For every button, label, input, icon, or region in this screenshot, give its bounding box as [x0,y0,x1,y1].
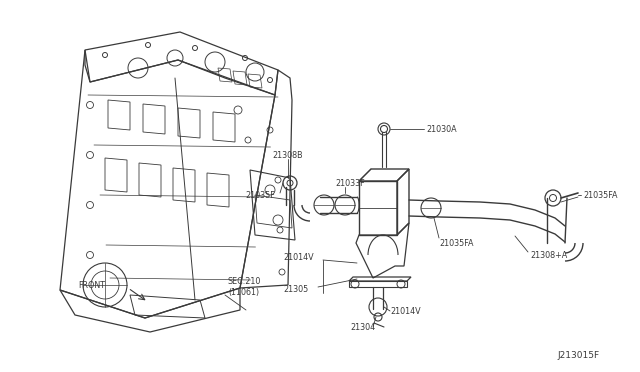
Text: 21014V: 21014V [390,307,420,315]
Text: 21035FA: 21035FA [583,190,618,199]
Text: (11061): (11061) [228,289,259,298]
Text: 21304: 21304 [350,323,375,331]
Text: J213015F: J213015F [558,350,600,359]
Text: 21305: 21305 [283,285,308,295]
Text: 21308B: 21308B [272,151,303,160]
Text: 21030A: 21030A [426,125,456,134]
Text: 21035FA: 21035FA [439,238,474,247]
Text: 21308+A: 21308+A [530,251,567,260]
Text: 21033F: 21033F [335,179,365,187]
Text: FRONT: FRONT [78,280,105,289]
Text: 21014V: 21014V [283,253,314,262]
Text: SEC.210: SEC.210 [228,278,261,286]
Text: 21035F: 21035F [245,190,275,199]
